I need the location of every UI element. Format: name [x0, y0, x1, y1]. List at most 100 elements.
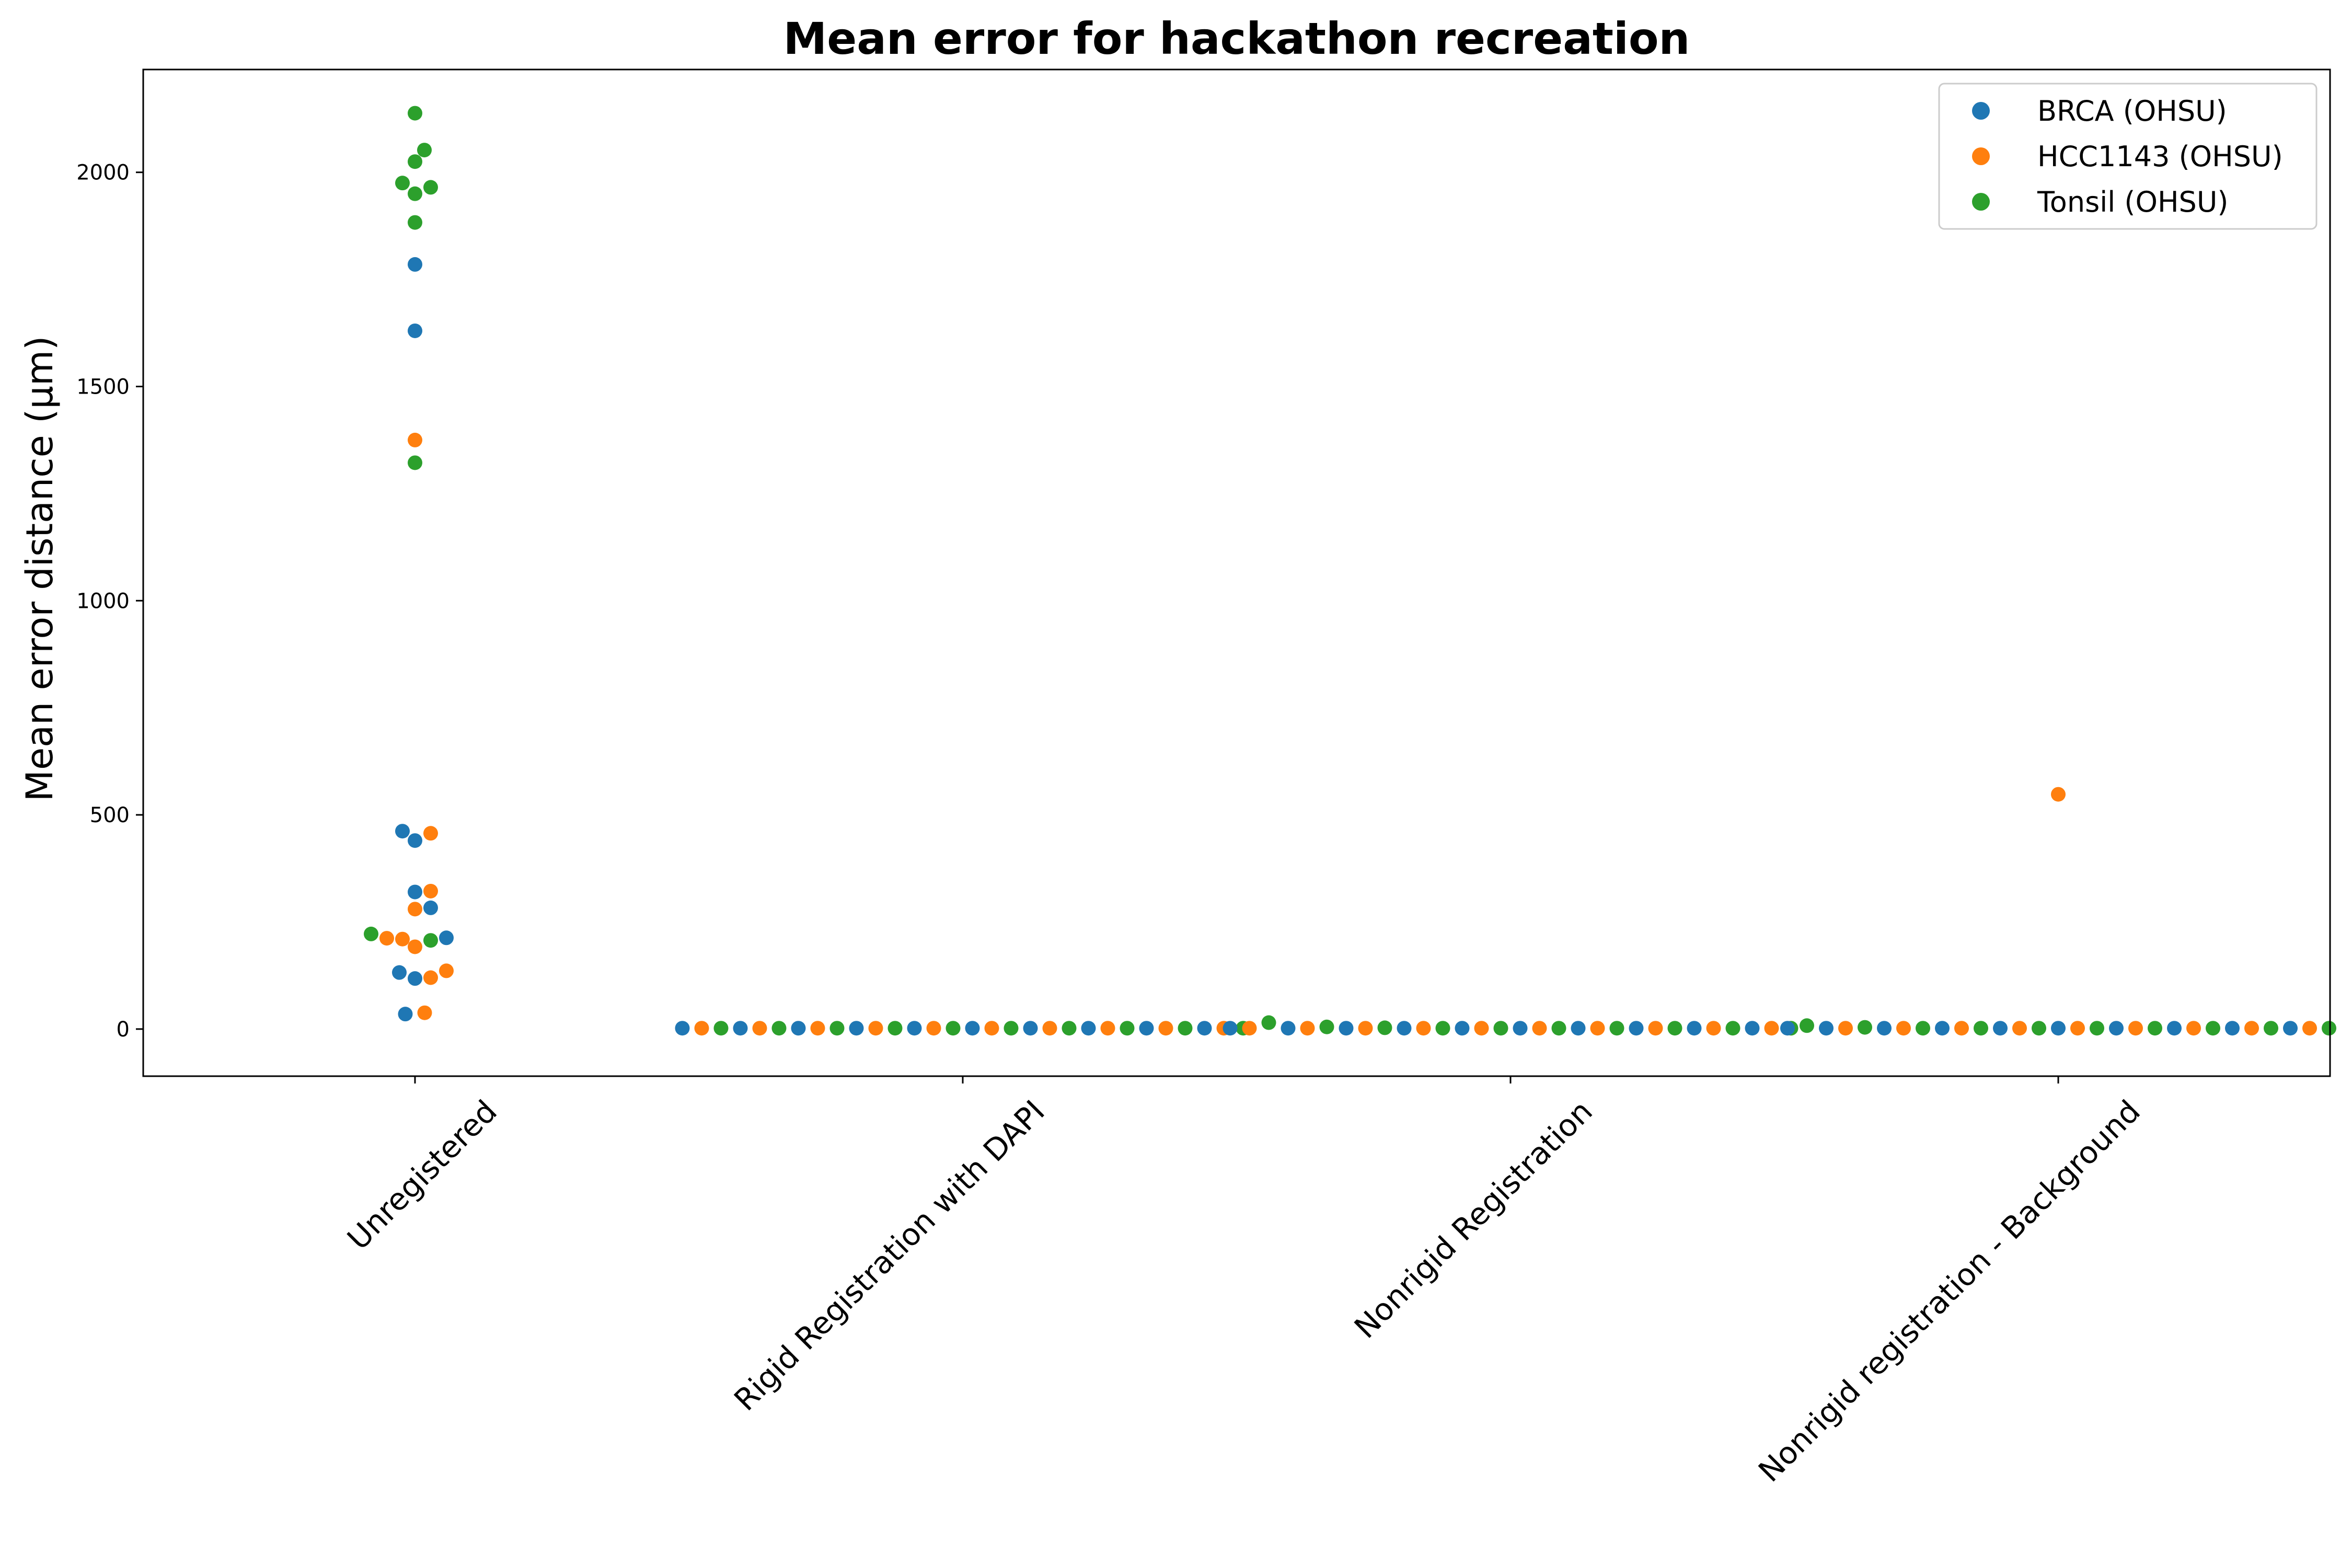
- point-brca-ohsu: [1023, 1021, 1038, 1036]
- legend-label-hcc1143-ohsu: HCC1143 (OHSU): [2037, 140, 2283, 173]
- point-brca-ohsu: [791, 1021, 806, 1036]
- point-tonsil-ohsu: [946, 1021, 961, 1036]
- point-brca-ohsu: [2167, 1021, 2182, 1036]
- point-brca-ohsu: [1455, 1021, 1470, 1036]
- point-hcc1143-ohsu: [1590, 1021, 1605, 1036]
- point-tonsil-ohsu: [887, 1021, 903, 1036]
- point-hcc1143-ohsu: [1300, 1021, 1315, 1036]
- point-hcc1143-ohsu: [417, 1005, 432, 1020]
- point-hcc1143-ohsu: [439, 963, 454, 978]
- point-brca-ohsu: [1081, 1021, 1096, 1036]
- point-tonsil-ohsu: [1800, 1018, 1814, 1033]
- point-tonsil-ohsu: [713, 1021, 729, 1036]
- point-brca-ohsu: [1629, 1021, 1644, 1036]
- point-hcc1143-ohsu: [752, 1021, 767, 1036]
- point-tonsil-ohsu: [408, 215, 422, 230]
- point-tonsil-ohsu: [1916, 1021, 1930, 1036]
- point-brca-ohsu: [408, 971, 422, 986]
- point-brca-ohsu: [1223, 1021, 1238, 1036]
- plot-frame: [142, 68, 2331, 1077]
- point-brca-ohsu: [1819, 1021, 1834, 1036]
- point-tonsil-ohsu: [771, 1021, 787, 1036]
- legend-marker-hcc1143-ohsu: [1972, 147, 1990, 165]
- point-tonsil-ohsu: [829, 1021, 845, 1036]
- point-tonsil-ohsu: [1858, 1020, 1872, 1035]
- point-tonsil-ohsu: [1377, 1020, 1392, 1035]
- point-tonsil-ohsu: [1062, 1021, 1077, 1036]
- point-hcc1143-ohsu: [2128, 1021, 2143, 1036]
- point-brca-ohsu: [392, 965, 407, 980]
- point-brca-ohsu: [849, 1021, 864, 1036]
- point-brca-ohsu: [1780, 1021, 1795, 1036]
- point-brca-ohsu: [1513, 1021, 1528, 1036]
- point-hcc1143-ohsu: [1242, 1021, 1257, 1036]
- point-hcc1143-ohsu: [408, 939, 422, 954]
- point-tonsil-ohsu: [1261, 1015, 1276, 1030]
- point-hcc1143-ohsu: [1954, 1021, 1969, 1036]
- y-tick-label: 1000: [76, 589, 130, 613]
- point-hcc1143-ohsu: [1416, 1021, 1431, 1036]
- point-tonsil-ohsu: [408, 154, 422, 169]
- point-hcc1143-ohsu: [1764, 1021, 1779, 1036]
- point-tonsil-ohsu: [364, 926, 378, 941]
- point-hcc1143-ohsu: [1896, 1021, 1911, 1036]
- point-tonsil-ohsu: [423, 180, 438, 195]
- legend-label-tonsil-ohsu: Tonsil (OHSU): [2037, 186, 2228, 218]
- data-points: [364, 106, 2336, 1036]
- y-axis-ticks: 0 500 1000 1500 2000: [76, 161, 143, 1042]
- point-brca-ohsu: [1687, 1021, 1702, 1036]
- point-tonsil-ohsu: [2206, 1021, 2220, 1036]
- point-brca-ohsu: [1745, 1021, 1760, 1036]
- legend-marker-brca-ohsu: [1972, 102, 1990, 120]
- point-tonsil-ohsu: [417, 143, 432, 158]
- point-hcc1143-ohsu: [1648, 1021, 1663, 1036]
- point-brca-ohsu: [1397, 1021, 1412, 1036]
- point-hcc1143-ohsu: [1358, 1021, 1373, 1036]
- point-tonsil-ohsu: [2148, 1021, 2162, 1036]
- point-tonsil-ohsu: [1974, 1021, 1988, 1036]
- point-tonsil-ohsu: [1493, 1021, 1508, 1036]
- point-tonsil-ohsu: [1725, 1021, 1740, 1036]
- point-brca-ohsu: [423, 900, 438, 915]
- point-brca-ohsu: [408, 323, 422, 338]
- point-brca-ohsu: [439, 930, 454, 946]
- legend-marker-tonsil-ohsu: [1972, 193, 1990, 211]
- legend: BRCA (OHSU) HCC1143 (OHSU) Tonsil (OHSU): [1938, 83, 2318, 230]
- point-hcc1143-ohsu: [408, 432, 422, 447]
- point-hcc1143-ohsu: [2070, 1021, 2085, 1036]
- point-hcc1143-ohsu: [2051, 787, 2066, 802]
- point-hcc1143-ohsu: [423, 826, 438, 841]
- point-tonsil-ohsu: [395, 176, 410, 191]
- point-hcc1143-ohsu: [1042, 1021, 1057, 1036]
- point-brca-ohsu: [398, 1007, 413, 1022]
- point-tonsil-ohsu: [1120, 1021, 1135, 1036]
- point-hcc1143-ohsu: [395, 931, 410, 947]
- point-tonsil-ohsu: [408, 186, 422, 201]
- point-brca-ohsu: [1281, 1021, 1296, 1036]
- y-tick-label: 500: [90, 803, 130, 827]
- point-brca-ohsu: [965, 1021, 980, 1036]
- legend-label-brca-ohsu: BRCA (OHSU): [2037, 95, 2227, 128]
- point-hcc1143-ohsu: [1474, 1021, 1489, 1036]
- point-brca-ohsu: [408, 833, 422, 848]
- point-hcc1143-ohsu: [1532, 1021, 1547, 1036]
- point-hcc1143-ohsu: [1100, 1021, 1115, 1036]
- point-tonsil-ohsu: [1319, 1019, 1334, 1034]
- point-hcc1143-ohsu: [408, 902, 422, 917]
- y-axis-label: Mean error distance (µm): [18, 336, 61, 802]
- y-tick-label: 0: [117, 1018, 130, 1042]
- point-tonsil-ohsu: [2322, 1021, 2336, 1036]
- point-tonsil-ohsu: [408, 106, 422, 121]
- point-hcc1143-ohsu: [379, 931, 394, 946]
- point-brca-ohsu: [1571, 1021, 1586, 1036]
- point-brca-ohsu: [1197, 1021, 1212, 1036]
- point-brca-ohsu: [1139, 1021, 1154, 1036]
- point-brca-ohsu: [1993, 1021, 2008, 1036]
- chart-title: Mean error for hackathon recreation: [783, 13, 1690, 64]
- point-hcc1143-ohsu: [423, 883, 438, 898]
- point-tonsil-ohsu: [2032, 1021, 2046, 1036]
- legend-box: [1938, 83, 2318, 230]
- point-hcc1143-ohsu: [1706, 1021, 1721, 1036]
- point-hcc1143-ohsu: [868, 1021, 883, 1036]
